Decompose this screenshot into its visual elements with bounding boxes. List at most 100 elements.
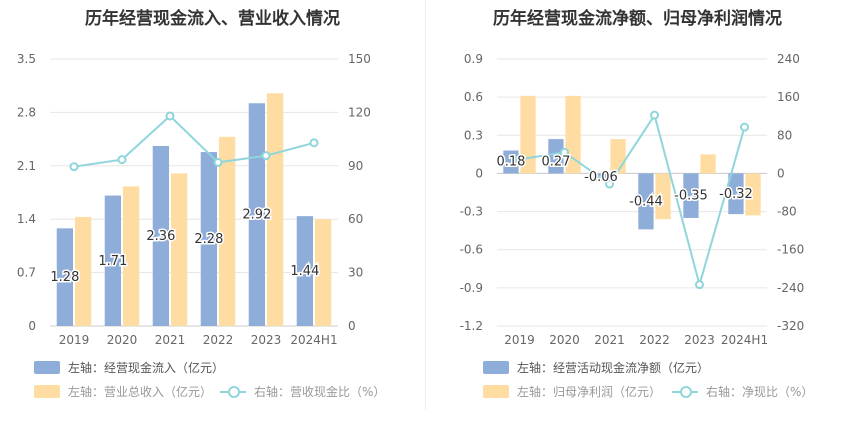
- y-left-tick-label: 0: [475, 166, 483, 180]
- y-right-tick-label: 150: [348, 52, 371, 66]
- ratio-point: [117, 155, 127, 165]
- chart-title: 历年经营现金流净额、归母净利润情况: [493, 9, 782, 29]
- bar-primary: [152, 145, 170, 326]
- bar-primary: [248, 103, 266, 326]
- legend-item-net-cash[interactable]: 左轴：经营活动现金流净额（亿元）: [483, 359, 709, 376]
- y-left-tick-label: 0.9: [464, 52, 483, 66]
- bar-secondary: [218, 136, 236, 326]
- bar-secondary: [122, 186, 140, 326]
- bar-primary: [728, 173, 744, 215]
- bar-primary: [548, 139, 564, 174]
- ratio-point: [69, 162, 79, 172]
- y-left-tick-label: 3.5: [17, 52, 36, 66]
- chart-plot-cash-inflow: 0 0 0.7 30 1.4 60 2.1 90 2.8 120 3.5 150 2019 2020 202…: [17, 52, 371, 347]
- y-right-tick-label: 90: [348, 159, 363, 173]
- ratio-point: [695, 280, 704, 290]
- y-left-tick-label: 2.1: [17, 159, 36, 173]
- y-right-tick-label: -160: [777, 243, 804, 257]
- y-right-tick-label: 60: [348, 212, 363, 226]
- chart-plot-net-cash: -1.2 -320 -0.9 -240 -0.6 -160 -0.3 -80 0 0 0.3 80 0.…: [460, 52, 805, 347]
- x-tick-label: 2019: [59, 333, 90, 347]
- bar-secondary: [565, 95, 581, 174]
- data-label: 2.36: [146, 229, 175, 244]
- chart-panel-net-cash: 历年经营现金流净额、归母净利润情况 -1.2 -320 -0.9 -240 -0.6 -1…: [425, 0, 850, 437]
- data-label: 2.92: [242, 208, 271, 223]
- bar-secondary: [314, 219, 332, 326]
- x-tick-label: 2022: [639, 333, 670, 347]
- legend-item-revenue[interactable]: 左轴：营业总收入（亿元）: [34, 383, 212, 400]
- legend-swatch-orange: [34, 385, 60, 398]
- y-left-tick-label: -0.6: [460, 243, 483, 257]
- legend-item-net-ratio[interactable]: 右轴：净现比（%）: [672, 383, 813, 400]
- bar-secondary: [170, 173, 188, 326]
- y-right-tick-label: 240: [777, 52, 800, 66]
- x-tick-label: 2019: [504, 333, 535, 347]
- legend-item-net-profit[interactable]: 左轴：归母净利润（亿元）: [483, 383, 661, 400]
- y-right-tick-label: 0: [348, 319, 356, 333]
- ratio-point: [261, 151, 271, 161]
- y-left-tick-label: -0.3: [460, 205, 483, 219]
- y-left-tick-label: 0: [28, 319, 36, 333]
- y-right-tick-label: -240: [777, 281, 804, 295]
- data-label: 0.18: [496, 154, 525, 169]
- y-left-tick-label: 0.7: [17, 266, 36, 280]
- chart-panel-cash-inflow: 历年经营现金流入、营业收入情况 0 0 0.7 30 1.4 60 2.1 90 2.8 120 3…: [17, 9, 386, 400]
- y-left-tick-label: 2.8: [17, 105, 36, 119]
- legend-item-ratio[interactable]: 右轴：营收现金比（%）: [220, 383, 385, 400]
- y-right-tick-label: 0: [777, 166, 785, 180]
- ratio-point: [309, 138, 319, 148]
- legend-swatch-line: [220, 385, 246, 398]
- chart-title: 历年经营现金流入、营业收入情况: [85, 9, 340, 29]
- legend-swatch-line: [672, 385, 698, 398]
- ratio-line: [73, 114, 315, 168]
- legend-swatch-orange: [483, 385, 509, 398]
- y-left-tick-label: 1.4: [17, 212, 36, 226]
- data-label: -0.35: [674, 189, 708, 204]
- bar-secondary: [700, 154, 716, 174]
- ratio-point: [213, 157, 223, 167]
- ratio-line: [519, 112, 746, 289]
- bar-secondary: [520, 95, 536, 174]
- x-tick-label: 2023: [251, 333, 282, 347]
- y-right-tick-label: -80: [777, 205, 797, 219]
- y-right-tick-label: 80: [777, 128, 792, 142]
- y-left-tick-label: -0.9: [460, 281, 483, 295]
- bar-primary: [638, 173, 654, 230]
- data-label: 1.71: [98, 254, 127, 269]
- data-label: -0.32: [719, 187, 753, 202]
- y-left-tick-label: 0.6: [464, 90, 483, 104]
- x-tick-label: 2021: [594, 333, 625, 347]
- data-label: 1.44: [290, 264, 319, 279]
- x-tick-label: 2024H1: [290, 333, 337, 347]
- x-tick-label: 2022: [203, 333, 234, 347]
- y-left-tick-label: -1.2: [460, 319, 483, 333]
- data-label: -0.44: [629, 194, 663, 209]
- data-label: 0.27: [541, 154, 570, 169]
- bar-primary: [56, 228, 74, 326]
- y-right-tick-label: 30: [348, 266, 363, 280]
- y-right-tick-label: -320: [777, 319, 804, 333]
- ratio-point: [515, 154, 524, 164]
- bar-primary: [104, 195, 122, 326]
- y-right-tick-label: 160: [777, 90, 800, 104]
- bar-secondary: [610, 139, 626, 174]
- bar-secondary: [745, 173, 761, 216]
- x-tick-label: 2024H1: [721, 333, 768, 347]
- y-right-tick-label: 120: [348, 105, 371, 119]
- ratio-point: [165, 111, 175, 121]
- x-tick-label: 2023: [684, 333, 715, 347]
- bar-primary: [683, 173, 699, 218]
- data-label: -0.06: [584, 170, 618, 185]
- ratio-point: [650, 110, 659, 120]
- ratio-point: [740, 122, 749, 132]
- x-tick-label: 2021: [155, 333, 186, 347]
- data-label: 2.28: [194, 232, 223, 247]
- legend-swatch-blue: [483, 361, 509, 374]
- legend-swatch-blue: [34, 361, 60, 374]
- y-left-tick-label: 0.3: [464, 128, 483, 142]
- ratio-point: [605, 179, 614, 189]
- data-label: 1.28: [50, 270, 79, 285]
- x-tick-label: 2020: [107, 333, 138, 347]
- bar-primary: [503, 150, 519, 174]
- legend-item-cash-inflow[interactable]: 左轴：经营现金流入（亿元）: [34, 359, 224, 376]
